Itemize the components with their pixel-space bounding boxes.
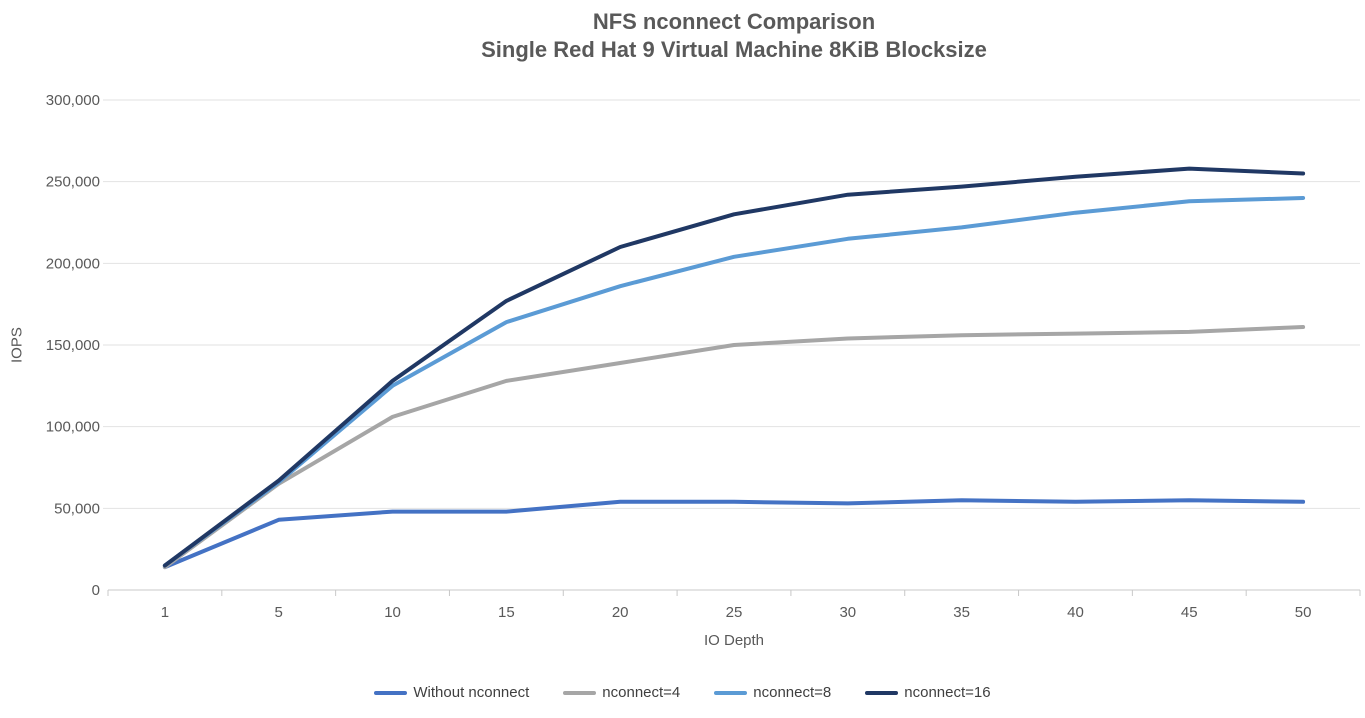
legend-label-nconnect-16: nconnect=16 <box>904 684 991 701</box>
y-tick-label: 100,000 <box>46 419 100 436</box>
y-tick-label: 150,000 <box>46 337 100 354</box>
legend-item-without-nconnect: Without nconnect <box>374 684 529 701</box>
legend-item-nconnect-8: nconnect=8 <box>714 684 831 701</box>
x-tick-label: 50 <box>1295 604 1312 621</box>
x-tick-label: 20 <box>612 604 629 621</box>
x-tick-label: 1 <box>161 604 169 621</box>
y-tick-label: 300,000 <box>46 92 100 109</box>
series-line-nconnect-16 <box>162 166 1306 568</box>
y-tick-label: 0 <box>92 582 100 599</box>
series-line-without-nconnect <box>162 498 1306 570</box>
chart-title: NFS nconnect Comparison Single Red Hat 9… <box>108 8 1360 64</box>
legend-swatch-nconnect-16 <box>865 690 899 695</box>
legend-label-nconnect-4: nconnect=4 <box>602 684 681 701</box>
legend-swatch-without-nconnect <box>374 690 408 695</box>
legend: Without nconnect nconnect=4 nconnect=8 ncon… <box>0 684 1365 701</box>
legend-item-nconnect-4: nconnect=4 <box>563 684 680 701</box>
x-axis-title: IO Depth <box>703 632 765 649</box>
legend-label-without-nconnect: Without nconnect <box>413 684 530 701</box>
legend-label-nconnect-8: nconnect=8 <box>753 684 832 701</box>
x-tick-label: 5 <box>275 604 283 621</box>
legend-item-nconnect-16: nconnect=16 <box>865 684 991 701</box>
x-tick-label: 15 <box>498 604 515 621</box>
x-tick-label: 40 <box>1067 604 1084 621</box>
legend-swatch-nconnect-4 <box>563 690 597 695</box>
y-tick-label: 200,000 <box>46 255 100 272</box>
x-tick-label: 10 <box>384 604 401 621</box>
x-tick-label: 30 <box>839 604 856 621</box>
chart-title-line1: NFS nconnect Comparison <box>592 9 876 34</box>
x-tick-label: 35 <box>953 604 970 621</box>
y-tick-label: 50,000 <box>54 500 100 517</box>
series-line-nconnect-4 <box>162 325 1306 570</box>
legend-swatch-nconnect-8 <box>714 690 748 695</box>
x-tick-label: 25 <box>726 604 743 621</box>
y-tick-label: 250,000 <box>46 174 100 191</box>
series-line-nconnect-8 <box>162 196 1306 568</box>
chart-title-line2: Single Red Hat 9 Virtual Machine 8KiB Bl… <box>481 37 987 62</box>
x-tick-label: 45 <box>1181 604 1198 621</box>
